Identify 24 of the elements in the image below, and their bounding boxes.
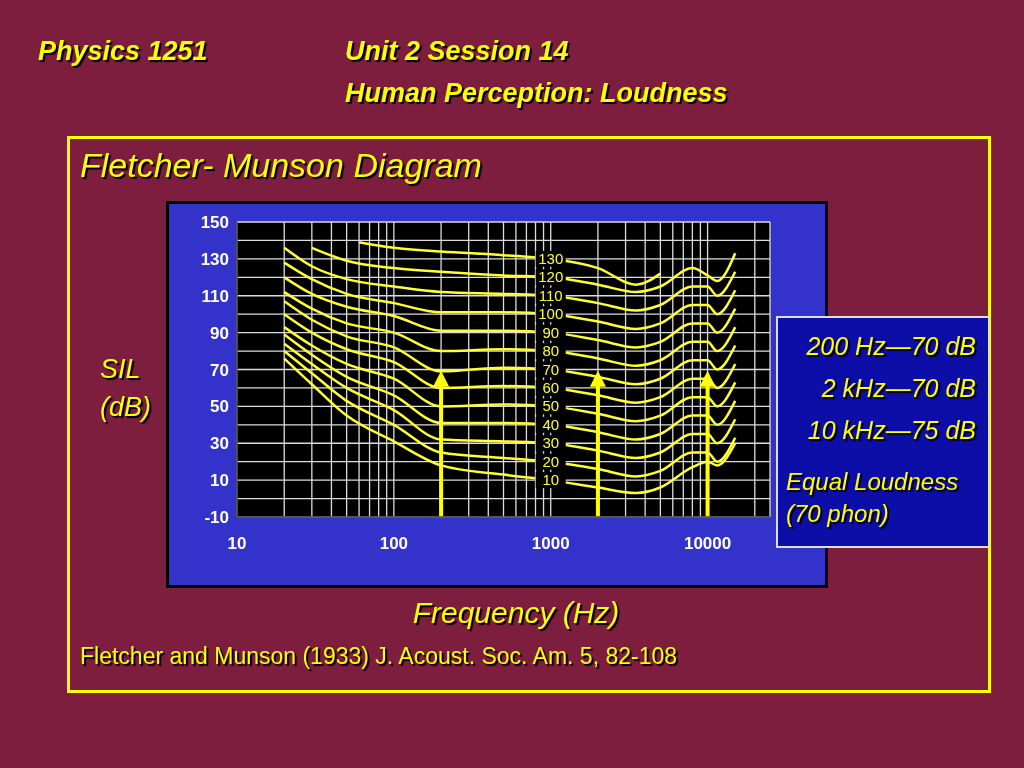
x-tick-label: 100 (379, 534, 409, 554)
y-axis-title: SIL (dB) (100, 353, 152, 424)
text: 10 kHz—75 dB (807, 416, 976, 445)
x-tick-label: 1000 (531, 534, 570, 554)
y-tick-label: 70 (210, 360, 229, 380)
y-tick-label: 50 (210, 397, 229, 417)
text: Equal Loudness (70 phon) (786, 467, 960, 529)
y-tick-label: 90 (210, 323, 229, 343)
y-tick-label: 150 (200, 213, 229, 233)
chart-title: Fletcher- Munson Diagram (80, 146, 482, 185)
text: Human Perception: Loudness (345, 78, 728, 109)
x-tick-label: 10 (227, 534, 247, 554)
y-tick-label: 110 (201, 286, 229, 306)
y-tick-label: 10 (210, 471, 229, 491)
text: 2 kHz—70 dB (821, 374, 976, 403)
text: Physics 1251 (38, 36, 208, 67)
x-tick-label: 10000 (683, 534, 732, 554)
y-tick-label: 30 (210, 434, 229, 454)
x-axis-title: Frequency (Hz) (411, 596, 621, 630)
text: Fletcher and Munson (1933) J. Acoust. Soc. Am. 5, 82-108 (80, 643, 678, 670)
y-tick-label: -10 (204, 508, 229, 528)
text: 200 Hz—70 dB (806, 332, 976, 361)
y-tick-label: 130 (200, 249, 229, 269)
text: Unit 2 Session 14 (345, 36, 569, 67)
